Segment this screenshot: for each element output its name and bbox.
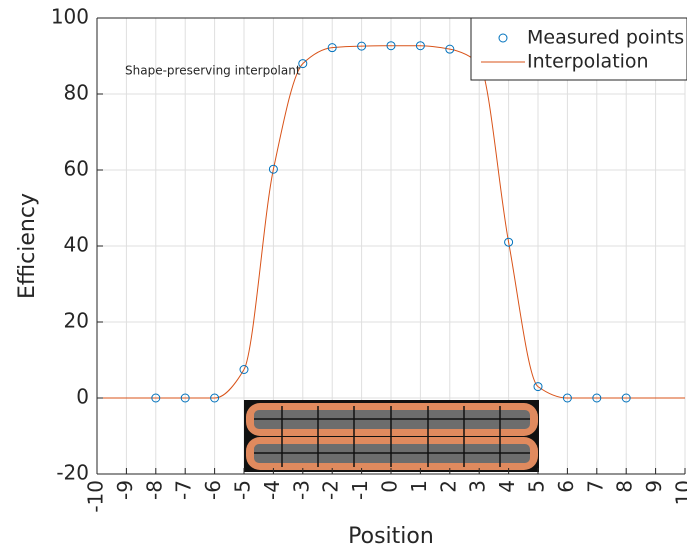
legend-marker: [498, 33, 508, 43]
data-point: [562, 393, 572, 403]
data-point: [415, 41, 425, 51]
y-axis-label: Efficiency: [15, 193, 40, 299]
data-point: [239, 365, 249, 374]
data-point: [268, 164, 278, 174]
x-tick-label: 8: [613, 480, 637, 493]
x-tick-label: 3: [466, 480, 490, 493]
x-tick-label: -7: [172, 480, 196, 500]
x-tick-label: 7: [583, 480, 607, 493]
legend-label: Measured points: [527, 27, 684, 49]
x-tick-label: -9: [113, 480, 137, 500]
data-point: [592, 393, 602, 403]
interpolation-line: [97, 45, 685, 399]
data-point: [533, 382, 543, 392]
y-tick-label: 20: [64, 309, 89, 333]
x-tick-label: -4: [260, 480, 284, 500]
x-tick-label: -3: [289, 480, 313, 500]
data-point: [327, 43, 337, 53]
data-point: [180, 393, 190, 403]
x-tick-label: 9: [642, 480, 666, 493]
data-point: [151, 393, 161, 403]
x-tick-label: -10: [84, 480, 108, 513]
data-point: [386, 41, 396, 51]
data-point: [445, 44, 455, 54]
x-tick-label: 10: [672, 480, 687, 505]
y-tick-label: 60: [64, 157, 89, 181]
data-point: [621, 393, 631, 403]
x-tick-label: -8: [142, 480, 166, 500]
x-tick-label: 1: [407, 480, 431, 493]
y-tick-label: -20: [56, 461, 89, 485]
coil-image: [244, 400, 539, 472]
data-point: [210, 393, 220, 403]
data-point: [357, 41, 367, 51]
y-tick-label: 100: [51, 5, 89, 29]
x-tick-label: 4: [495, 480, 519, 493]
x-tick-label: 6: [554, 480, 578, 493]
x-tick-label: -5: [231, 480, 255, 500]
data-point: [298, 59, 308, 69]
y-tick-label: 40: [64, 233, 89, 257]
x-axis-label: Position: [348, 524, 434, 549]
x-tick-label: 5: [525, 480, 549, 493]
data-point: [504, 237, 514, 247]
x-tick-label: 0: [378, 480, 402, 493]
x-tick-label: -2: [319, 480, 343, 500]
y-tick-label: 0: [76, 385, 89, 409]
legend-label: Interpolation: [527, 51, 649, 73]
y-tick-label: 80: [64, 81, 89, 105]
x-tick-label: -6: [201, 480, 225, 500]
annotation: Shape-preserving interpolant: [125, 64, 301, 78]
x-tick-label: -1: [348, 480, 372, 500]
x-tick-label: 2: [436, 480, 460, 493]
legend-box: [470, 17, 687, 81]
